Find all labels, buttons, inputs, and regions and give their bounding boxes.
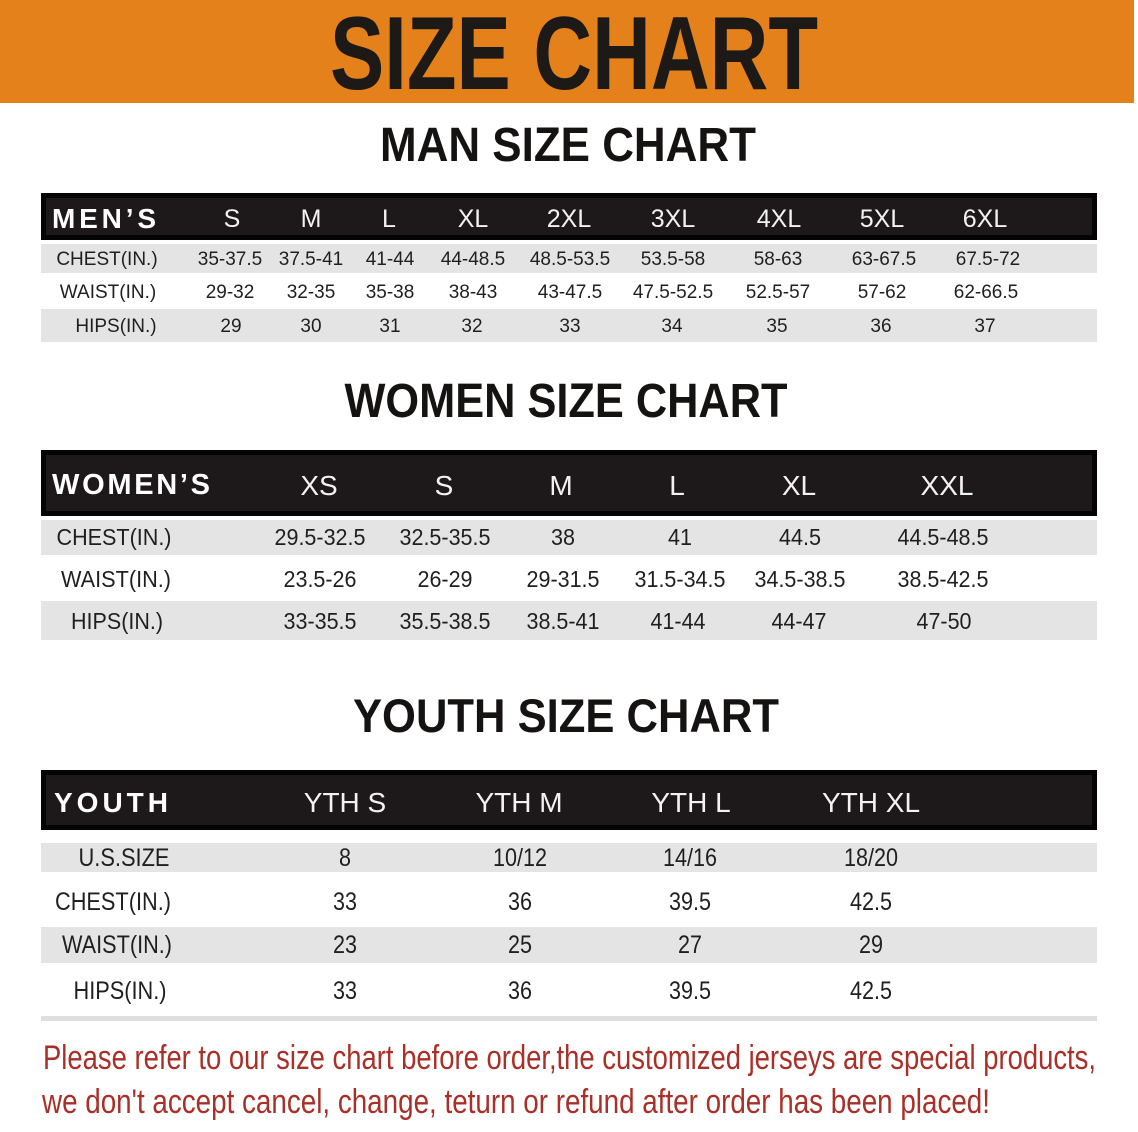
svg-text:38-43: 38-43: [449, 282, 498, 303]
svg-text:36: 36: [508, 977, 532, 1005]
svg-text:31.5-34.5: 31.5-34.5: [635, 566, 726, 592]
svg-text:43-47.5: 43-47.5: [538, 282, 602, 303]
svg-text:36: 36: [870, 316, 891, 337]
svg-text:2XL: 2XL: [547, 205, 592, 233]
svg-text:YTH XL: YTH XL: [822, 787, 920, 818]
svg-text:48.5-53.5: 48.5-53.5: [530, 249, 610, 270]
svg-text:62-66.5: 62-66.5: [954, 282, 1018, 303]
svg-text:WAIST(IN.): WAIST(IN.): [60, 282, 156, 303]
svg-text:MEN’S: MEN’S: [52, 203, 156, 234]
svg-text:47.5-52.5: 47.5-52.5: [633, 282, 713, 303]
svg-text:57-62: 57-62: [858, 282, 907, 303]
svg-text:YTH S: YTH S: [304, 787, 386, 818]
svg-text:18/20: 18/20: [844, 844, 898, 872]
svg-text:29-32: 29-32: [206, 282, 255, 303]
svg-text:25: 25: [508, 931, 532, 959]
svg-text:35-38: 35-38: [366, 282, 415, 303]
svg-text:MAN SIZE CHART: MAN SIZE CHART: [380, 119, 756, 172]
svg-text:4XL: 4XL: [757, 205, 802, 233]
svg-text:29.5-32.5: 29.5-32.5: [275, 524, 366, 550]
svg-text:WOMEN SIZE CHART: WOMEN SIZE CHART: [345, 375, 788, 428]
svg-text:HIPS(IN.): HIPS(IN.): [74, 977, 167, 1005]
svg-text:XL: XL: [782, 470, 816, 501]
svg-text:YTH L: YTH L: [651, 787, 730, 818]
svg-text:67.5-72: 67.5-72: [956, 249, 1020, 270]
svg-text:32: 32: [461, 316, 482, 337]
svg-text:52.5-57: 52.5-57: [746, 282, 810, 303]
svg-text:6XL: 6XL: [963, 205, 1008, 233]
svg-text:38.5-42.5: 38.5-42.5: [898, 566, 989, 592]
svg-text:53.5-58: 53.5-58: [641, 249, 705, 270]
svg-text:33: 33: [559, 316, 580, 337]
svg-text:YTH M: YTH M: [475, 787, 562, 818]
svg-text:WAIST(IN.): WAIST(IN.): [62, 931, 172, 959]
svg-text:23: 23: [333, 931, 357, 959]
svg-text:Please refer to our size chart: Please refer to our size chart before or…: [43, 1039, 1096, 1077]
svg-text:37.5-41: 37.5-41: [279, 249, 343, 270]
svg-text:38.5-41: 38.5-41: [527, 608, 600, 634]
svg-text:L: L: [669, 470, 685, 501]
svg-text:34: 34: [661, 316, 683, 337]
svg-text:XL: XL: [458, 205, 489, 233]
svg-text:CHEST(IN.): CHEST(IN.): [56, 249, 157, 270]
svg-text:we don't accept cancel, change: we don't accept cancel, change, teturn o…: [41, 1083, 990, 1121]
svg-text:44-47: 44-47: [772, 608, 827, 634]
svg-text:XS: XS: [300, 470, 337, 501]
svg-text:M: M: [549, 470, 572, 501]
svg-text:39.5: 39.5: [669, 888, 711, 916]
svg-text:41: 41: [668, 524, 692, 550]
svg-text:31: 31: [379, 316, 400, 337]
svg-text:35: 35: [766, 316, 787, 337]
svg-text:M: M: [301, 205, 322, 233]
svg-text:29: 29: [220, 316, 241, 337]
svg-text:YOUTH SIZE CHART: YOUTH SIZE CHART: [353, 689, 779, 742]
svg-text:36: 36: [508, 888, 532, 916]
svg-text:44.5: 44.5: [779, 524, 821, 550]
svg-text:CHEST(IN.): CHEST(IN.): [57, 524, 172, 550]
svg-text:S: S: [435, 470, 454, 501]
svg-text:34.5-38.5: 34.5-38.5: [755, 566, 846, 592]
svg-text:44-48.5: 44-48.5: [441, 249, 505, 270]
svg-text:33: 33: [333, 977, 357, 1005]
svg-text:39.5: 39.5: [669, 977, 711, 1005]
svg-text:10/12: 10/12: [493, 844, 547, 872]
svg-text:3XL: 3XL: [651, 205, 696, 233]
svg-text:58-63: 58-63: [754, 249, 803, 270]
svg-text:14/16: 14/16: [663, 844, 717, 872]
svg-text:37: 37: [974, 316, 995, 337]
svg-text:42.5: 42.5: [850, 888, 892, 916]
svg-text:63-67.5: 63-67.5: [852, 249, 916, 270]
svg-text:41-44: 41-44: [651, 608, 706, 634]
svg-text:XXL: XXL: [921, 470, 974, 501]
svg-text:44.5-48.5: 44.5-48.5: [898, 524, 989, 550]
svg-text:U.S.SIZE: U.S.SIZE: [79, 844, 170, 872]
svg-text:WAIST(IN.): WAIST(IN.): [61, 566, 171, 592]
svg-text:29-31.5: 29-31.5: [527, 566, 600, 592]
svg-text:23.5-26: 23.5-26: [284, 566, 357, 592]
svg-text:42.5: 42.5: [850, 977, 892, 1005]
svg-text:27: 27: [678, 931, 702, 959]
svg-text:32-35: 32-35: [287, 282, 336, 303]
svg-text:35-37.5: 35-37.5: [198, 249, 262, 270]
svg-text:33-35.5: 33-35.5: [284, 608, 357, 634]
svg-text:33: 33: [333, 888, 357, 916]
svg-text:YOUTH: YOUTH: [54, 787, 168, 818]
svg-text:HIPS(IN.): HIPS(IN.): [75, 316, 156, 337]
svg-text:35.5-38.5: 35.5-38.5: [400, 608, 491, 634]
svg-text:HIPS(IN.): HIPS(IN.): [71, 608, 163, 634]
svg-text:SIZE CHART: SIZE CHART: [330, 0, 818, 112]
svg-text:38: 38: [551, 524, 575, 550]
svg-text:32.5-35.5: 32.5-35.5: [400, 524, 491, 550]
svg-text:5XL: 5XL: [860, 205, 905, 233]
svg-text:S: S: [224, 205, 241, 233]
svg-text:41-44: 41-44: [366, 249, 415, 270]
svg-text:8: 8: [339, 844, 351, 872]
svg-text:CHEST(IN.): CHEST(IN.): [55, 888, 171, 916]
svg-text:26-29: 26-29: [418, 566, 473, 592]
svg-text:L: L: [382, 205, 396, 233]
svg-text:47-50: 47-50: [917, 608, 972, 634]
svg-text:29: 29: [859, 931, 883, 959]
svg-text:30: 30: [300, 316, 321, 337]
svg-text:WOMEN’S: WOMEN’S: [52, 469, 210, 501]
